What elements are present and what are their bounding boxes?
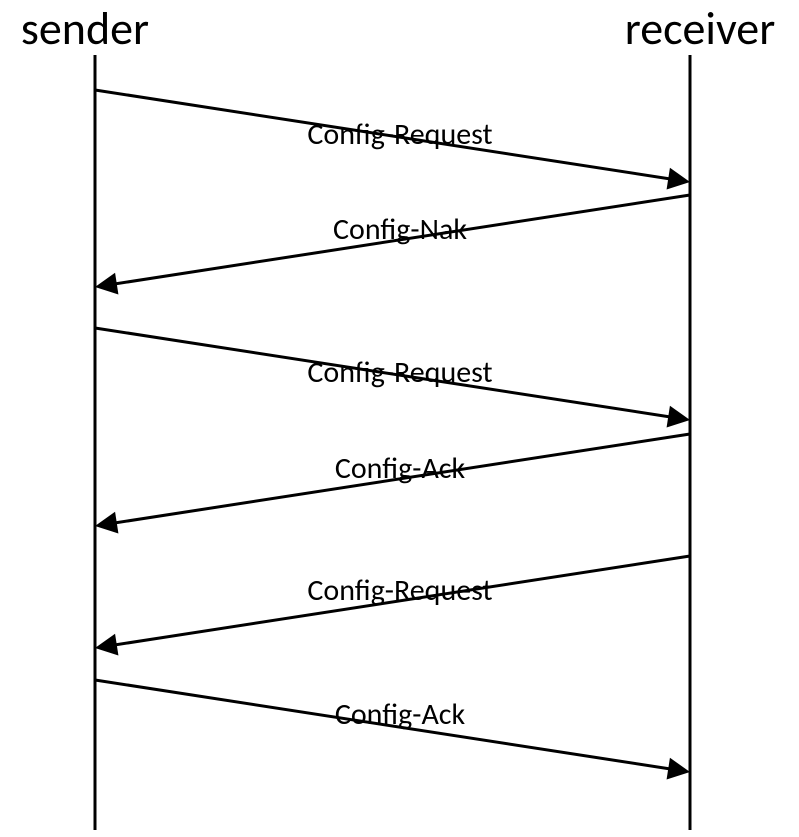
- message-label: Config-Request: [307, 116, 492, 153]
- sender-header: sender: [21, 1, 149, 57]
- message-label: Config-Ack: [335, 696, 466, 733]
- sequence-diagram: sender receiver Config-Request Config-Nak Co…: [0, 0, 799, 837]
- receiver-header: receiver: [625, 1, 775, 57]
- message-label: Config-Request: [307, 572, 492, 609]
- message-label: Config-Nak: [333, 211, 467, 248]
- message-label: Config-Request: [307, 354, 492, 391]
- message-label: Config-Ack: [335, 450, 466, 487]
